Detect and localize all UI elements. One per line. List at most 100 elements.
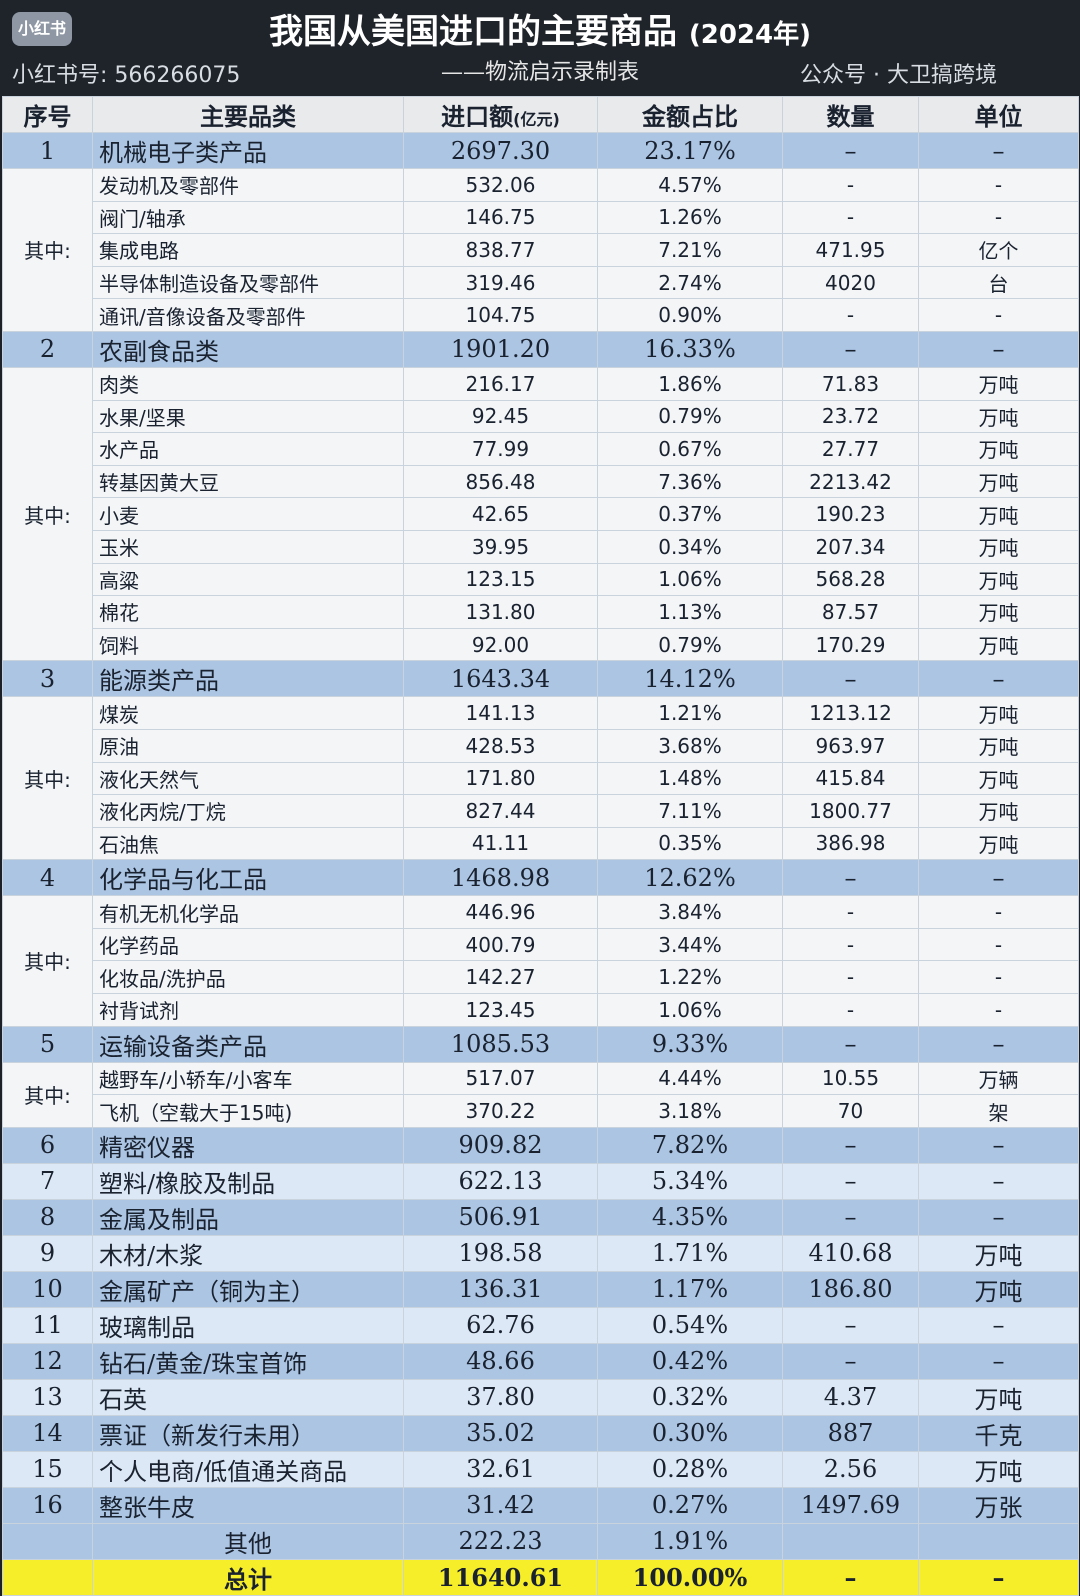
share-cell: 7.36% [597,464,783,499]
qty-cell: 190.23 [782,497,919,531]
unit-cell: 万吨 [918,1270,1079,1308]
category-row: 7 塑料/橡胶及制品 622.13 5.34% – – [2,1162,1079,1200]
category-cell: 液化天然气 [92,761,404,796]
group-label: 其中: [2,366,93,662]
page-title: 我国从美国进口的主要商品 (2024年) [0,0,1080,57]
category-cell: 运输设备类产品 [92,1025,404,1063]
share-cell: 0.54% [597,1306,783,1344]
share-cell: 12.62% [597,859,783,897]
category-cell: 机械电子类产品 [92,132,404,169]
unit-cell: - [918,200,1079,235]
sub-item-row: 小麦 42.65 0.37% 190.23 万吨 [3,497,1079,531]
watermark-gzh: 公众号 · 大卫搞跨境 [800,63,997,88]
amount-cell: 216.17 [403,366,598,401]
sub-item-row: 液化丙烷/丁烷 827.44 7.11% 1800.77 万吨 [3,794,1079,828]
qty-cell: 4.37 [782,1378,919,1416]
amount-cell: 446.96 [403,895,598,929]
qty-cell: 2.56 [782,1450,919,1488]
qty-cell: – [782,1342,919,1380]
unit-cell: 万吨 [918,761,1079,796]
share-cell: 1.06% [597,562,783,597]
share-cell: 0.27% [597,1486,783,1524]
amount-cell: 198.58 [403,1234,598,1272]
category-cell: 发动机及零部件 [92,168,404,202]
no-cell: 6 [2,1126,93,1164]
group-label: 其中: [2,696,93,861]
qty-cell: 27.77 [782,432,919,466]
qty-cell: 415.84 [782,761,919,796]
category-cell: 液化丙烷/丁烷 [92,794,404,828]
sub-item-row: 其中: 有机无机化学品 446.96 3.84% - - [2,895,1079,1027]
qty-cell: 887 [782,1414,919,1452]
amount-cell: 622.13 [403,1162,598,1200]
share-cell: 1.26% [597,200,783,235]
qty-cell: 170.29 [782,627,919,662]
category-cell: 木材/木浆 [92,1234,404,1272]
qty-cell: 10.55 [782,1061,919,1096]
share-cell: 7.82% [597,1126,783,1164]
share-cell: 1.48% [597,761,783,796]
no-cell [2,1522,93,1560]
no-cell: 12 [2,1342,93,1380]
no-cell: 1 [2,132,93,169]
qty-cell: 4020 [782,265,919,300]
qty-cell: 87.57 [782,595,919,629]
qty-cell: - [782,168,919,202]
no-cell [2,1558,93,1596]
unit-cell: - [918,960,1079,995]
sub-item-row: 通讯/音像设备及零部件 104.75 0.90% - - [3,298,1079,332]
category-row: 1 机械电子类产品 2697.30 23.17% – – [2,132,1079,169]
unit-cell: 万吨 [918,1234,1079,1272]
category-cell: 个人电商/低值通关商品 [92,1450,404,1488]
unit-cell: 万吨 [918,728,1079,763]
qty-cell: 1213.12 [782,696,919,730]
qty-cell: 2213.42 [782,464,919,499]
share-cell: 9.33% [597,1025,783,1063]
category-cell: 化学品与化工品 [92,859,404,897]
share-cell: 1.91% [597,1522,783,1560]
category-cell: 整张牛皮 [92,1486,404,1524]
col-amount: 进口额(亿元) [403,96,598,133]
category-cell: 越野车/小轿车/小客车 [92,1061,404,1096]
amount-cell: 506.91 [403,1198,598,1236]
category-cell: 饲料 [92,627,404,662]
col-amount-unit: (亿元) [513,110,560,129]
unit-cell: - [918,168,1079,202]
amount-cell: 35.02 [403,1414,598,1452]
unit-cell: – [918,859,1079,897]
amount-cell: 400.79 [403,927,598,962]
category-cell: 水果/坚果 [92,399,404,434]
category-cell: 飞机（空载大于15吨) [92,1094,404,1128]
category-row: 12 钻石/黄金/珠宝首饰 48.66 0.42% – – [2,1342,1079,1380]
category-cell: 其他 [92,1522,404,1560]
qty-cell: 410.68 [782,1234,919,1272]
share-cell: 14.12% [597,660,783,698]
amount-cell: 39.95 [403,529,598,564]
qty-cell: – [782,330,919,368]
category-row: 16 整张牛皮 31.42 0.27% 1497.69 万张 [2,1486,1079,1524]
sub-item-row: 饲料 92.00 0.79% 170.29 万吨 [3,627,1079,662]
category-row: 6 精密仪器 909.82 7.82% – – [2,1126,1079,1164]
unit-cell: 万吨 [918,399,1079,434]
category-cell: 金属矿产（铜为主） [92,1270,404,1308]
sub-item-row: 玉米 39.95 0.34% 207.34 万吨 [3,529,1079,564]
no-cell: 16 [2,1486,93,1524]
amount-cell: 141.13 [403,696,598,730]
amount-cell: 532.06 [403,168,598,202]
share-cell: 0.79% [597,399,783,434]
imports-table: 序号 主要品类 进口额(亿元) 金额占比 数量 单位 1 机械电子类产品 2697.… [2,96,1079,1596]
share-cell: 5.34% [597,1162,783,1200]
share-cell: 0.35% [597,826,783,861]
unit-cell: 万吨 [918,464,1079,499]
no-cell: 11 [2,1306,93,1344]
no-cell: 10 [2,1270,93,1308]
sub-item-row: 其中: 煤炭 141.13 1.21% 1213.12 万吨 [2,696,1079,861]
page-subtitle: ——物流启示录制表 [440,60,639,85]
amount-cell: 123.45 [403,993,598,1027]
category-cell: 有机无机化学品 [92,895,404,929]
category-cell: 总计 [92,1558,404,1596]
unit-cell: – [918,1126,1079,1164]
total-row: 总计 11640.61 100.00% – – [2,1558,1079,1596]
category-cell: 塑料/橡胶及制品 [92,1162,404,1200]
col-amount-label: 进口额 [441,103,514,131]
